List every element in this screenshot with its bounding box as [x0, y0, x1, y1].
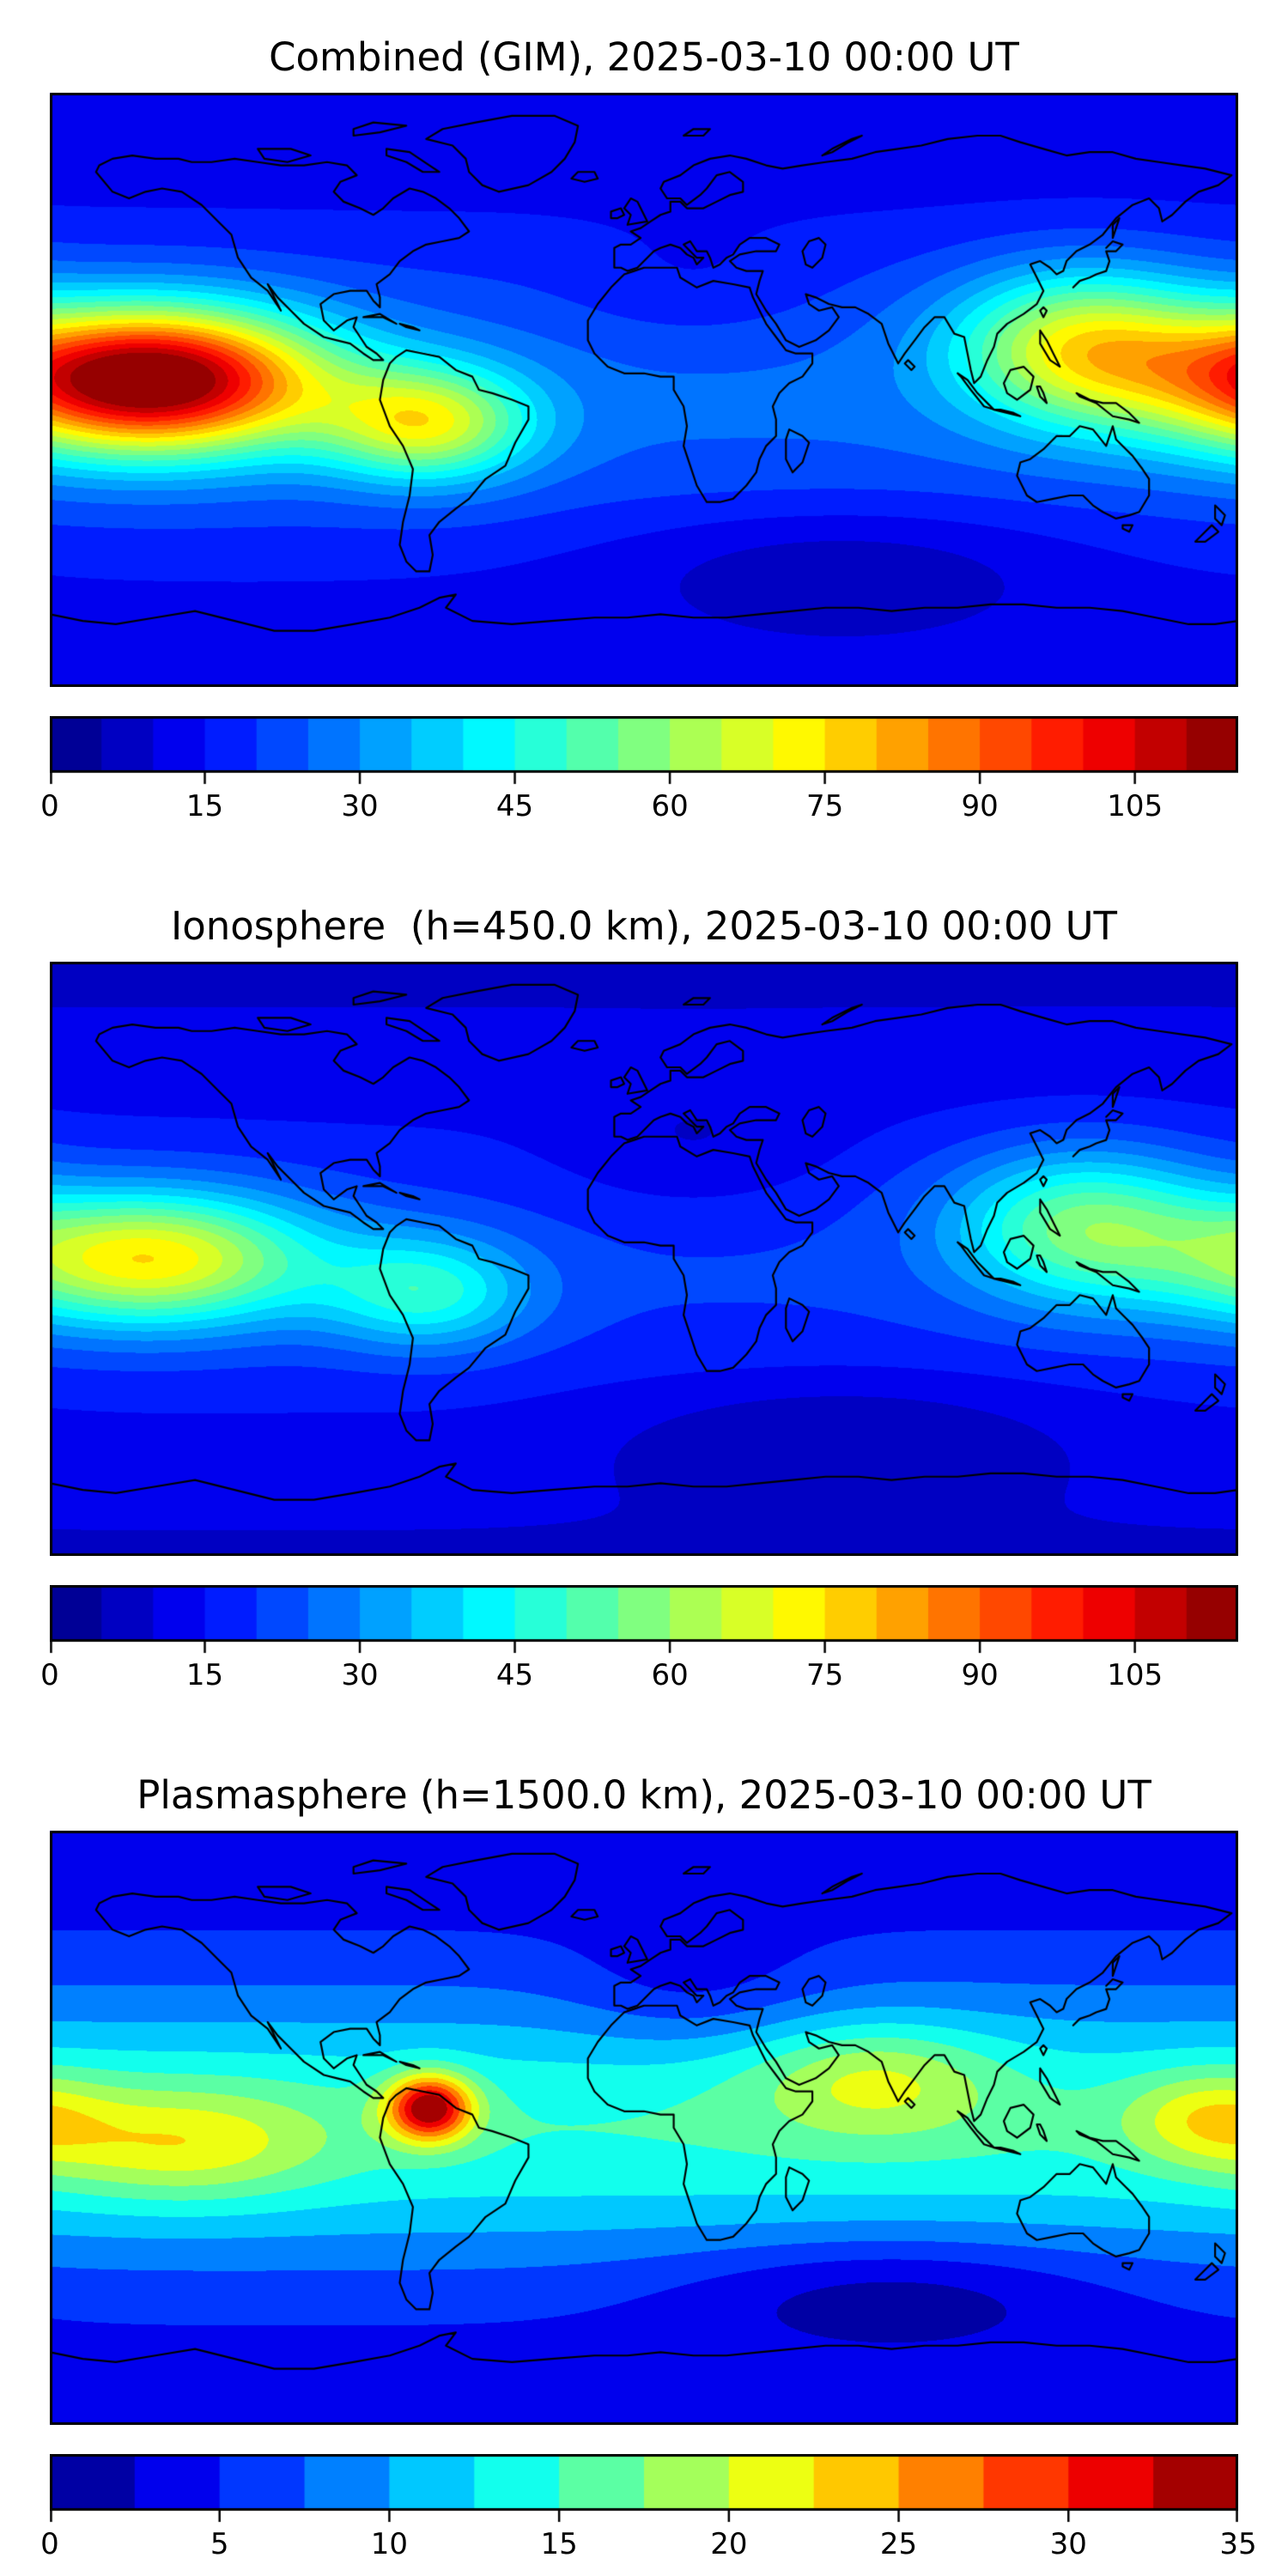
- colorbar-canvas-ionosphere: [50, 1585, 1238, 1657]
- colorbar-tick-labels-combined: 0 15 30 45 60 75 90 105: [40, 788, 1238, 824]
- panel-ionosphere: Ionosphere (h=450.0 km), 2025-03-10 00:0…: [40, 903, 1238, 1693]
- colorbar-tick-label: 45: [495, 1658, 534, 1692]
- colorbar-tick-label: 0: [40, 1658, 59, 1692]
- panel-title-combined: Combined (GIM), 2025-03-10 00:00 UT: [269, 34, 1019, 80]
- colorbar-tick-label: 105: [1107, 1658, 1163, 1692]
- colorbar-tick-label: 0: [40, 789, 59, 823]
- map-canvas-plasmasphere: [50, 1831, 1238, 2425]
- colorbar-canvas-combined: [50, 716, 1238, 788]
- panel-plasmasphere: Plasmasphere (h=1500.0 km), 2025-03-10 0…: [40, 1772, 1256, 2562]
- colorbar-tick-label: 25: [879, 2527, 918, 2561]
- colorbar-tick-label: 30: [341, 789, 379, 823]
- colorbar-tick-label: 75: [805, 789, 844, 823]
- colorbar-tick-label: 90: [961, 789, 999, 823]
- colorbar-tick-labels-plasmasphere: 0 5 10 15 20 25 30 35: [40, 2526, 1256, 2562]
- colorbar-tick-label: 90: [961, 1658, 999, 1692]
- colorbar-tick-label: 10: [370, 2527, 409, 2561]
- panel-title-plasmasphere: Plasmasphere (h=1500.0 km), 2025-03-10 0…: [137, 1772, 1151, 1818]
- colorbar-canvas-plasmasphere: [50, 2454, 1238, 2526]
- colorbar-tick-label: 60: [651, 1658, 689, 1692]
- colorbar-tick-label: 30: [341, 1658, 379, 1692]
- colorbar-tick-label: 15: [185, 789, 224, 823]
- colorbar-tick-labels-ionosphere: 0 15 30 45 60 75 90 105: [40, 1657, 1238, 1693]
- colorbar-tick-label: 20: [710, 2527, 748, 2561]
- colorbar-tick-label: 15: [185, 1658, 224, 1692]
- colorbar-tick-label: 45: [495, 789, 534, 823]
- colorbar-tick-label: 105: [1107, 789, 1163, 823]
- colorbar-tick-label: 15: [540, 2527, 578, 2561]
- panel-title-ionosphere: Ionosphere (h=450.0 km), 2025-03-10 00:0…: [170, 903, 1118, 949]
- colorbar-tick-label: 75: [805, 1658, 844, 1692]
- panel-combined-gim: Combined (GIM), 2025-03-10 00:00 UT 0 15 3…: [40, 34, 1238, 824]
- colorbar-tick-label: 0: [40, 2527, 59, 2561]
- map-canvas-combined: [50, 93, 1238, 687]
- colorbar-tick-label: 5: [210, 2527, 229, 2561]
- map-canvas-ionosphere: [50, 962, 1238, 1556]
- colorbar-tick-label: 60: [651, 789, 689, 823]
- colorbar-tick-label: 35: [1219, 2527, 1257, 2561]
- colorbar-tick-label: 30: [1049, 2527, 1087, 2561]
